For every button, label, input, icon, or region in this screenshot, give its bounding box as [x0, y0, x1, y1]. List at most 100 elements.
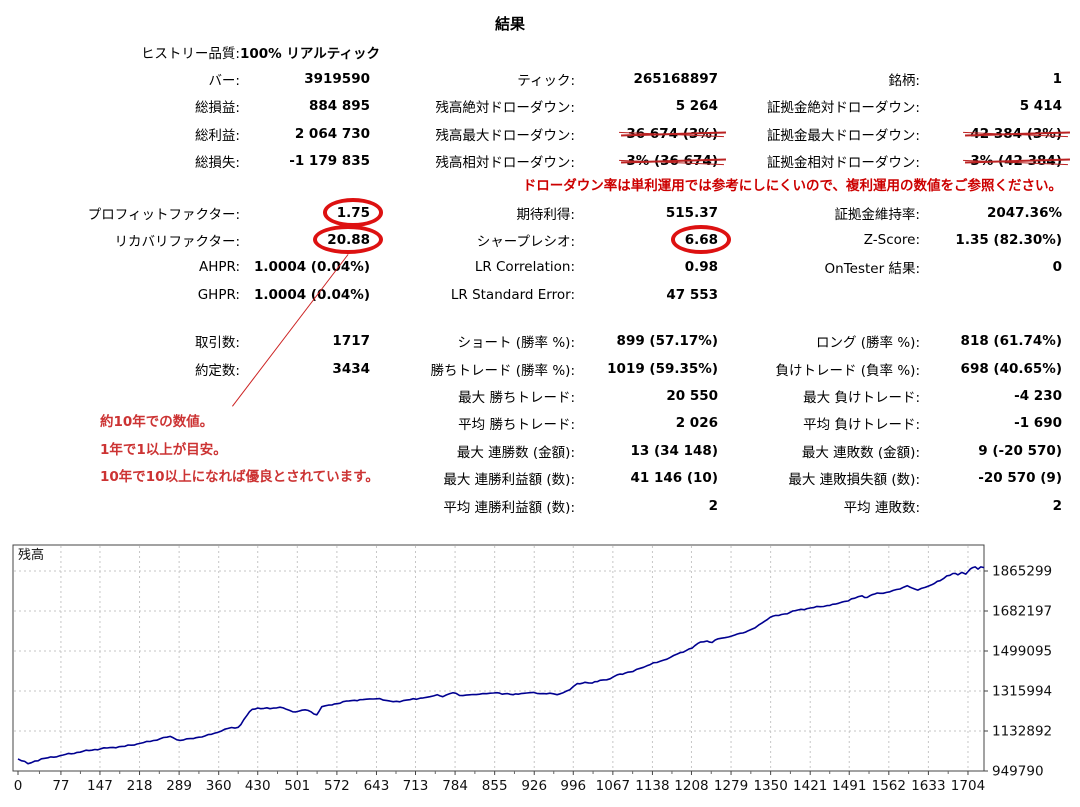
- x-tick-label: 218: [127, 778, 153, 794]
- stat-label: 銘柄:: [888, 73, 920, 90]
- stat-value-cell: 1717: [240, 333, 370, 349]
- stat-value-cell: 5 264: [575, 98, 718, 114]
- stat-label: 残高最大ドローダウン:: [435, 127, 575, 144]
- stat-row: ヒストリー品質: 100% リアルティック: [0, 38, 1062, 65]
- stat-value: 13 (34 148): [630, 442, 719, 459]
- y-tick-label: 1682197: [992, 604, 1052, 620]
- x-tick-label: 996: [560, 778, 586, 794]
- x-tick-label: 1138: [635, 778, 669, 794]
- stat-value: 1019 (59.35%): [607, 360, 718, 377]
- stat-label: 約定数:: [194, 362, 240, 379]
- stat-value: 5 414: [1019, 98, 1062, 115]
- stat-label: 期待利得:: [516, 206, 575, 223]
- x-tick-label: 784: [442, 778, 468, 794]
- y-tick-label: 1132892: [992, 724, 1052, 740]
- stat-value: 0: [1052, 259, 1062, 276]
- stats-table: ヒストリー品質: 100% リアルティック バー: 3919590 ティック: 26516…: [0, 38, 1062, 519]
- stat-value-cell: 13 (34 148): [575, 442, 719, 459]
- stat-value-cell: 2047.36%: [920, 205, 1062, 221]
- stat-value: 2047.36%: [986, 204, 1062, 221]
- stat-label: OnTester 結果:: [824, 261, 920, 278]
- stat-row: バー: 3919590 ティック: 265168897 銘柄: 1: [0, 65, 1062, 92]
- stat-value-cell: 2 064 730: [240, 126, 370, 142]
- x-tick-label: 1562: [872, 778, 906, 794]
- stat-value-cell: 3% (36 674): [575, 153, 718, 169]
- stat-value-cell: 1: [920, 71, 1062, 87]
- stat-value-cell: 0: [920, 259, 1062, 275]
- stat-value-highlighted: 1.75: [322, 197, 384, 227]
- stat-label: プロフィットファクター:: [87, 206, 240, 223]
- stat-label: LR Correlation:: [474, 259, 575, 276]
- stat-value: 0.98: [684, 259, 718, 276]
- stat-label: 負けトレード (負率 %):: [775, 362, 921, 379]
- x-tick-label: 1279: [714, 778, 748, 794]
- stat-value: 1.0004 (0.04%): [254, 286, 370, 303]
- stat-value-cell: 515.37: [575, 205, 718, 221]
- stat-value-cell: 6.68: [575, 225, 732, 255]
- stat-label: リカバリファクター:: [114, 234, 240, 251]
- stat-label: 取引数:: [194, 335, 240, 352]
- stat-value-struck: 3% (36 674): [626, 153, 718, 170]
- stat-label: 証拠金相対ドローダウン:: [766, 155, 920, 172]
- stat-value: 20 550: [666, 387, 718, 404]
- stat-value: 41 146 (10): [630, 470, 719, 487]
- stat-value-cell: 818 (61.74%): [920, 333, 1062, 349]
- stat-label: 総利益:: [194, 127, 240, 144]
- x-tick-label: 572: [324, 778, 350, 794]
- stat-value: 515.37: [665, 204, 718, 221]
- stat-value-cell: 9 (-20 570): [920, 443, 1062, 459]
- stat-row: GHPR: 1.0004 (0.04%) LR Standard Error: 47 …: [0, 281, 1062, 308]
- stat-value-cell: 47 553: [575, 287, 718, 303]
- balance-chart-svg: 949790 1132892 1315994 1499095 1682197 186529…: [12, 544, 1052, 794]
- stat-value-cell: 20 550: [575, 388, 718, 404]
- stat-value: 2 064 730: [294, 125, 370, 142]
- stat-value-cell: -4 230: [920, 388, 1062, 404]
- annotation-line-3: 10年で10以上になれば優良とされています。: [100, 469, 379, 486]
- stat-value: -20 570 (9): [978, 470, 1062, 487]
- recovery-annotation: 約10年での数値。 1年で1以上が目安。 10年で10以上になれば優良とされてい…: [100, 409, 379, 492]
- stat-label: バー:: [208, 73, 240, 90]
- stat-label: 平均 勝ちトレード:: [458, 417, 575, 434]
- stat-label: 証拠金維持率:: [834, 206, 920, 223]
- stat-row: 平均 勝ちトレード: 2 026 平均 負けトレード: -1 690: [0, 410, 1062, 437]
- stat-row: 平均 連勝利益額 (数): 2 平均 連敗数: 2: [0, 492, 1062, 519]
- stat-value-cell: 100% リアルティック: [240, 42, 380, 62]
- stat-row: プロフィットファクター: 1.75 期待利得: 515.37 証拠金維持率: 2047.3…: [0, 197, 1062, 227]
- y-tick-label: 949790: [992, 764, 1044, 780]
- stat-value-cell: 42 384 (3%): [920, 126, 1062, 142]
- stat-row: 総損益: 884 895 残高絶対ドローダウン: 5 264 証拠金絶対ドローダウン: 5…: [0, 93, 1062, 120]
- stat-value-cell: -1 179 835: [240, 153, 370, 169]
- stat-value: -1 690: [1014, 415, 1062, 432]
- stat-value: 5 264: [675, 98, 718, 115]
- stat-value-highlighted: 6.68: [670, 225, 732, 255]
- stat-value-struck: 42 384 (3%): [970, 125, 1062, 142]
- stat-value-cell: 698 (40.65%): [920, 361, 1062, 377]
- stat-label: 証拠金最大ドローダウン:: [766, 127, 920, 144]
- x-tick-label: 289: [166, 778, 192, 794]
- chart-series-title: 残高: [18, 547, 44, 563]
- stat-value-cell: 2: [920, 498, 1062, 514]
- stat-value-cell: 36 674 (3%): [575, 126, 718, 142]
- y-tick-label: 1499095: [992, 644, 1052, 660]
- stat-value-cell: -1 690: [920, 415, 1062, 431]
- stat-value: 2: [1052, 497, 1062, 514]
- stat-label: 平均 連勝利益額 (数):: [443, 499, 575, 516]
- stat-row: 最大 勝ちトレード: 20 550 最大 負けトレード: -4 230: [0, 382, 1062, 409]
- stat-label: ティック:: [517, 73, 575, 90]
- stat-row: 約定数: 3434 勝ちトレード (勝率 %): 1019 (59.35%) 負けトレー…: [0, 355, 1062, 382]
- stat-value-cell: 3% (42 384): [920, 153, 1062, 169]
- x-tick-label: 1208: [674, 778, 708, 794]
- stat-label: 最大 負けトレード:: [803, 389, 920, 406]
- stat-value-cell: 884 895: [240, 98, 370, 114]
- stat-value: -4 230: [1014, 387, 1062, 404]
- stat-value: -1 179 835: [289, 153, 370, 170]
- stat-row: AHPR: 1.0004 (0.04%) LR Correlation: 0.98 On…: [0, 254, 1062, 281]
- stat-value: 1.0004 (0.04%): [254, 259, 370, 276]
- x-tick-label: 501: [284, 778, 310, 794]
- stat-label: Z-Score:: [863, 232, 920, 249]
- stat-value: 818 (61.74%): [960, 333, 1062, 350]
- x-tick-label: 1067: [596, 778, 630, 794]
- stat-row: 総損失: -1 179 835 残高相対ドローダウン: 3% (36 674) 証拠金相…: [0, 148, 1062, 175]
- stat-label: AHPR:: [198, 259, 240, 276]
